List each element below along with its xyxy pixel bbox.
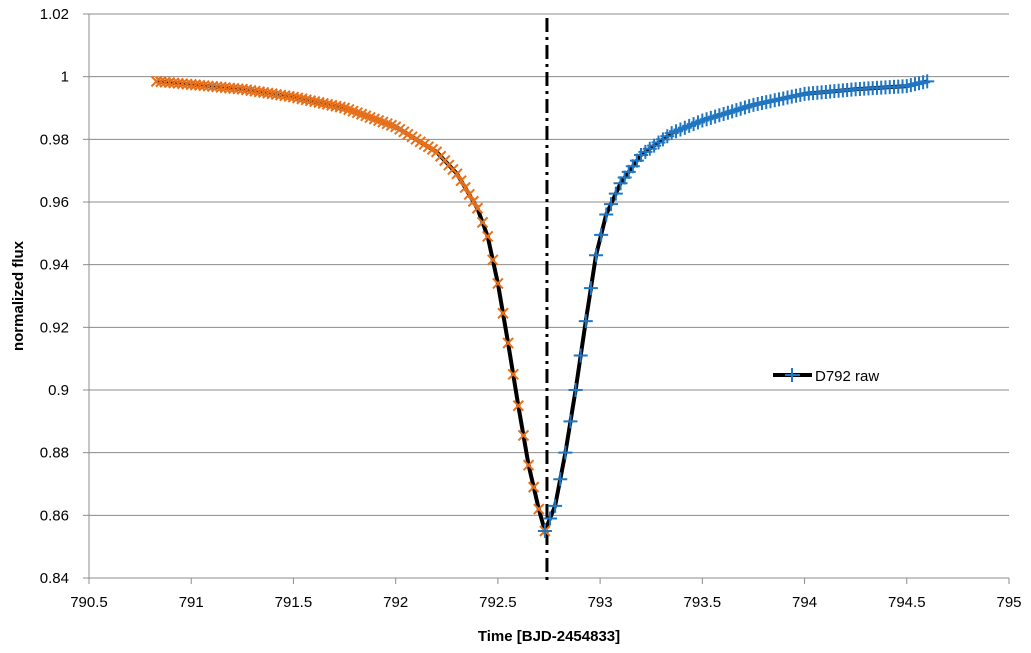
plus-marker-icon (558, 445, 573, 460)
x-marker-icon (309, 95, 321, 108)
x-tick-label: 794 (792, 594, 817, 611)
x-marker-icon (507, 368, 519, 381)
x-marker-icon (517, 429, 530, 442)
plus-marker-icon (604, 197, 619, 212)
x-tick-label: 795 (996, 594, 1021, 611)
x-marker-icon (497, 307, 509, 319)
plus-marker-icon (578, 314, 593, 329)
plus-marker-icon (568, 383, 583, 397)
x-marker-icon (330, 100, 342, 112)
y-tick-label: 0.92 (40, 319, 69, 336)
plus-marker-icon (537, 524, 552, 538)
legend-label: D792 raw (815, 368, 879, 385)
x-tick-label: 791.5 (275, 594, 313, 611)
y-tick-label: 0.86 (40, 507, 69, 524)
x-marker-icon (455, 174, 467, 187)
plus-marker-icon (594, 227, 609, 242)
x-tick-label: 790.5 (70, 594, 108, 611)
plus-marker-icon (573, 348, 588, 363)
x-tick-label: 793.5 (684, 594, 722, 611)
x-marker-icon (533, 503, 545, 515)
x-marker-icon (300, 94, 312, 106)
x-marker-icon (481, 230, 494, 243)
x-marker-icon (321, 98, 334, 111)
x-axis-title: Time [BJD-2454833] (478, 628, 620, 645)
plus-marker-icon (548, 498, 563, 513)
plus-marker-icon (583, 281, 598, 296)
x-marker-icon (492, 277, 504, 290)
gridlines (83, 13, 1010, 584)
y-axis-title: normalized flux (10, 240, 27, 351)
x-marker-icon (522, 459, 535, 471)
x-marker-icon (317, 97, 329, 110)
plus-marker-icon (599, 207, 614, 222)
x-marker-icon (467, 195, 480, 208)
plus-marker-icon (608, 186, 623, 201)
x-marker-icon (304, 94, 317, 107)
y-tick-label: 0.96 (40, 194, 69, 211)
x-tick-label: 792.5 (479, 594, 517, 611)
plus-marker-icon (589, 248, 604, 263)
x-marker-icon (451, 168, 463, 180)
x-marker-icon (287, 91, 300, 103)
y-tick-label: 0.98 (40, 131, 69, 148)
x-tick-label: 793 (588, 594, 613, 611)
plus-marker-icon (563, 414, 578, 429)
y-tick-label: 0.94 (40, 257, 69, 274)
x-marker-icon (487, 254, 499, 266)
x-tick-label: 794.5 (888, 594, 926, 611)
x-marker-icon (296, 93, 308, 105)
x-marker-icon (476, 216, 489, 229)
series-fit-line (156, 79, 928, 538)
plus-marker-icon (920, 74, 935, 89)
y-tick-label: 1 (61, 69, 69, 86)
x-marker-icon (291, 92, 304, 104)
x-marker-icon (326, 99, 338, 111)
x-marker-icon (527, 481, 540, 493)
x-tick-label: 792 (383, 594, 408, 611)
x-marker-icon (471, 202, 484, 214)
x-axis-ticks: 790.5 791 791.5 792 792.5 793 793.5 794 794.5 795 (70, 594, 1021, 611)
x-marker-icon (502, 337, 514, 349)
plus-marker-icon (543, 511, 558, 526)
x-marker-icon (512, 399, 525, 412)
y-tick-label: 0.84 (40, 570, 69, 587)
y-tick-label: 0.9 (48, 382, 69, 399)
y-tick-label: 0.88 (40, 445, 69, 462)
x-marker-icon (459, 181, 471, 194)
x-marker-icon (313, 96, 325, 109)
plus-marker-icon (553, 472, 568, 487)
y-axis-ticks: 0.84 0.86 0.88 0.9 0.92 0.94 0.96 0.98 1 1.02 (40, 6, 69, 587)
data-markers (150, 74, 935, 538)
x-marker-icon (334, 101, 347, 113)
x-marker-icon (463, 188, 475, 201)
y-tick-label: 1.02 (40, 6, 69, 23)
x-tick-label: 791 (179, 594, 204, 611)
legend: D792 raw (773, 368, 879, 385)
x-marker-icon (283, 90, 295, 103)
